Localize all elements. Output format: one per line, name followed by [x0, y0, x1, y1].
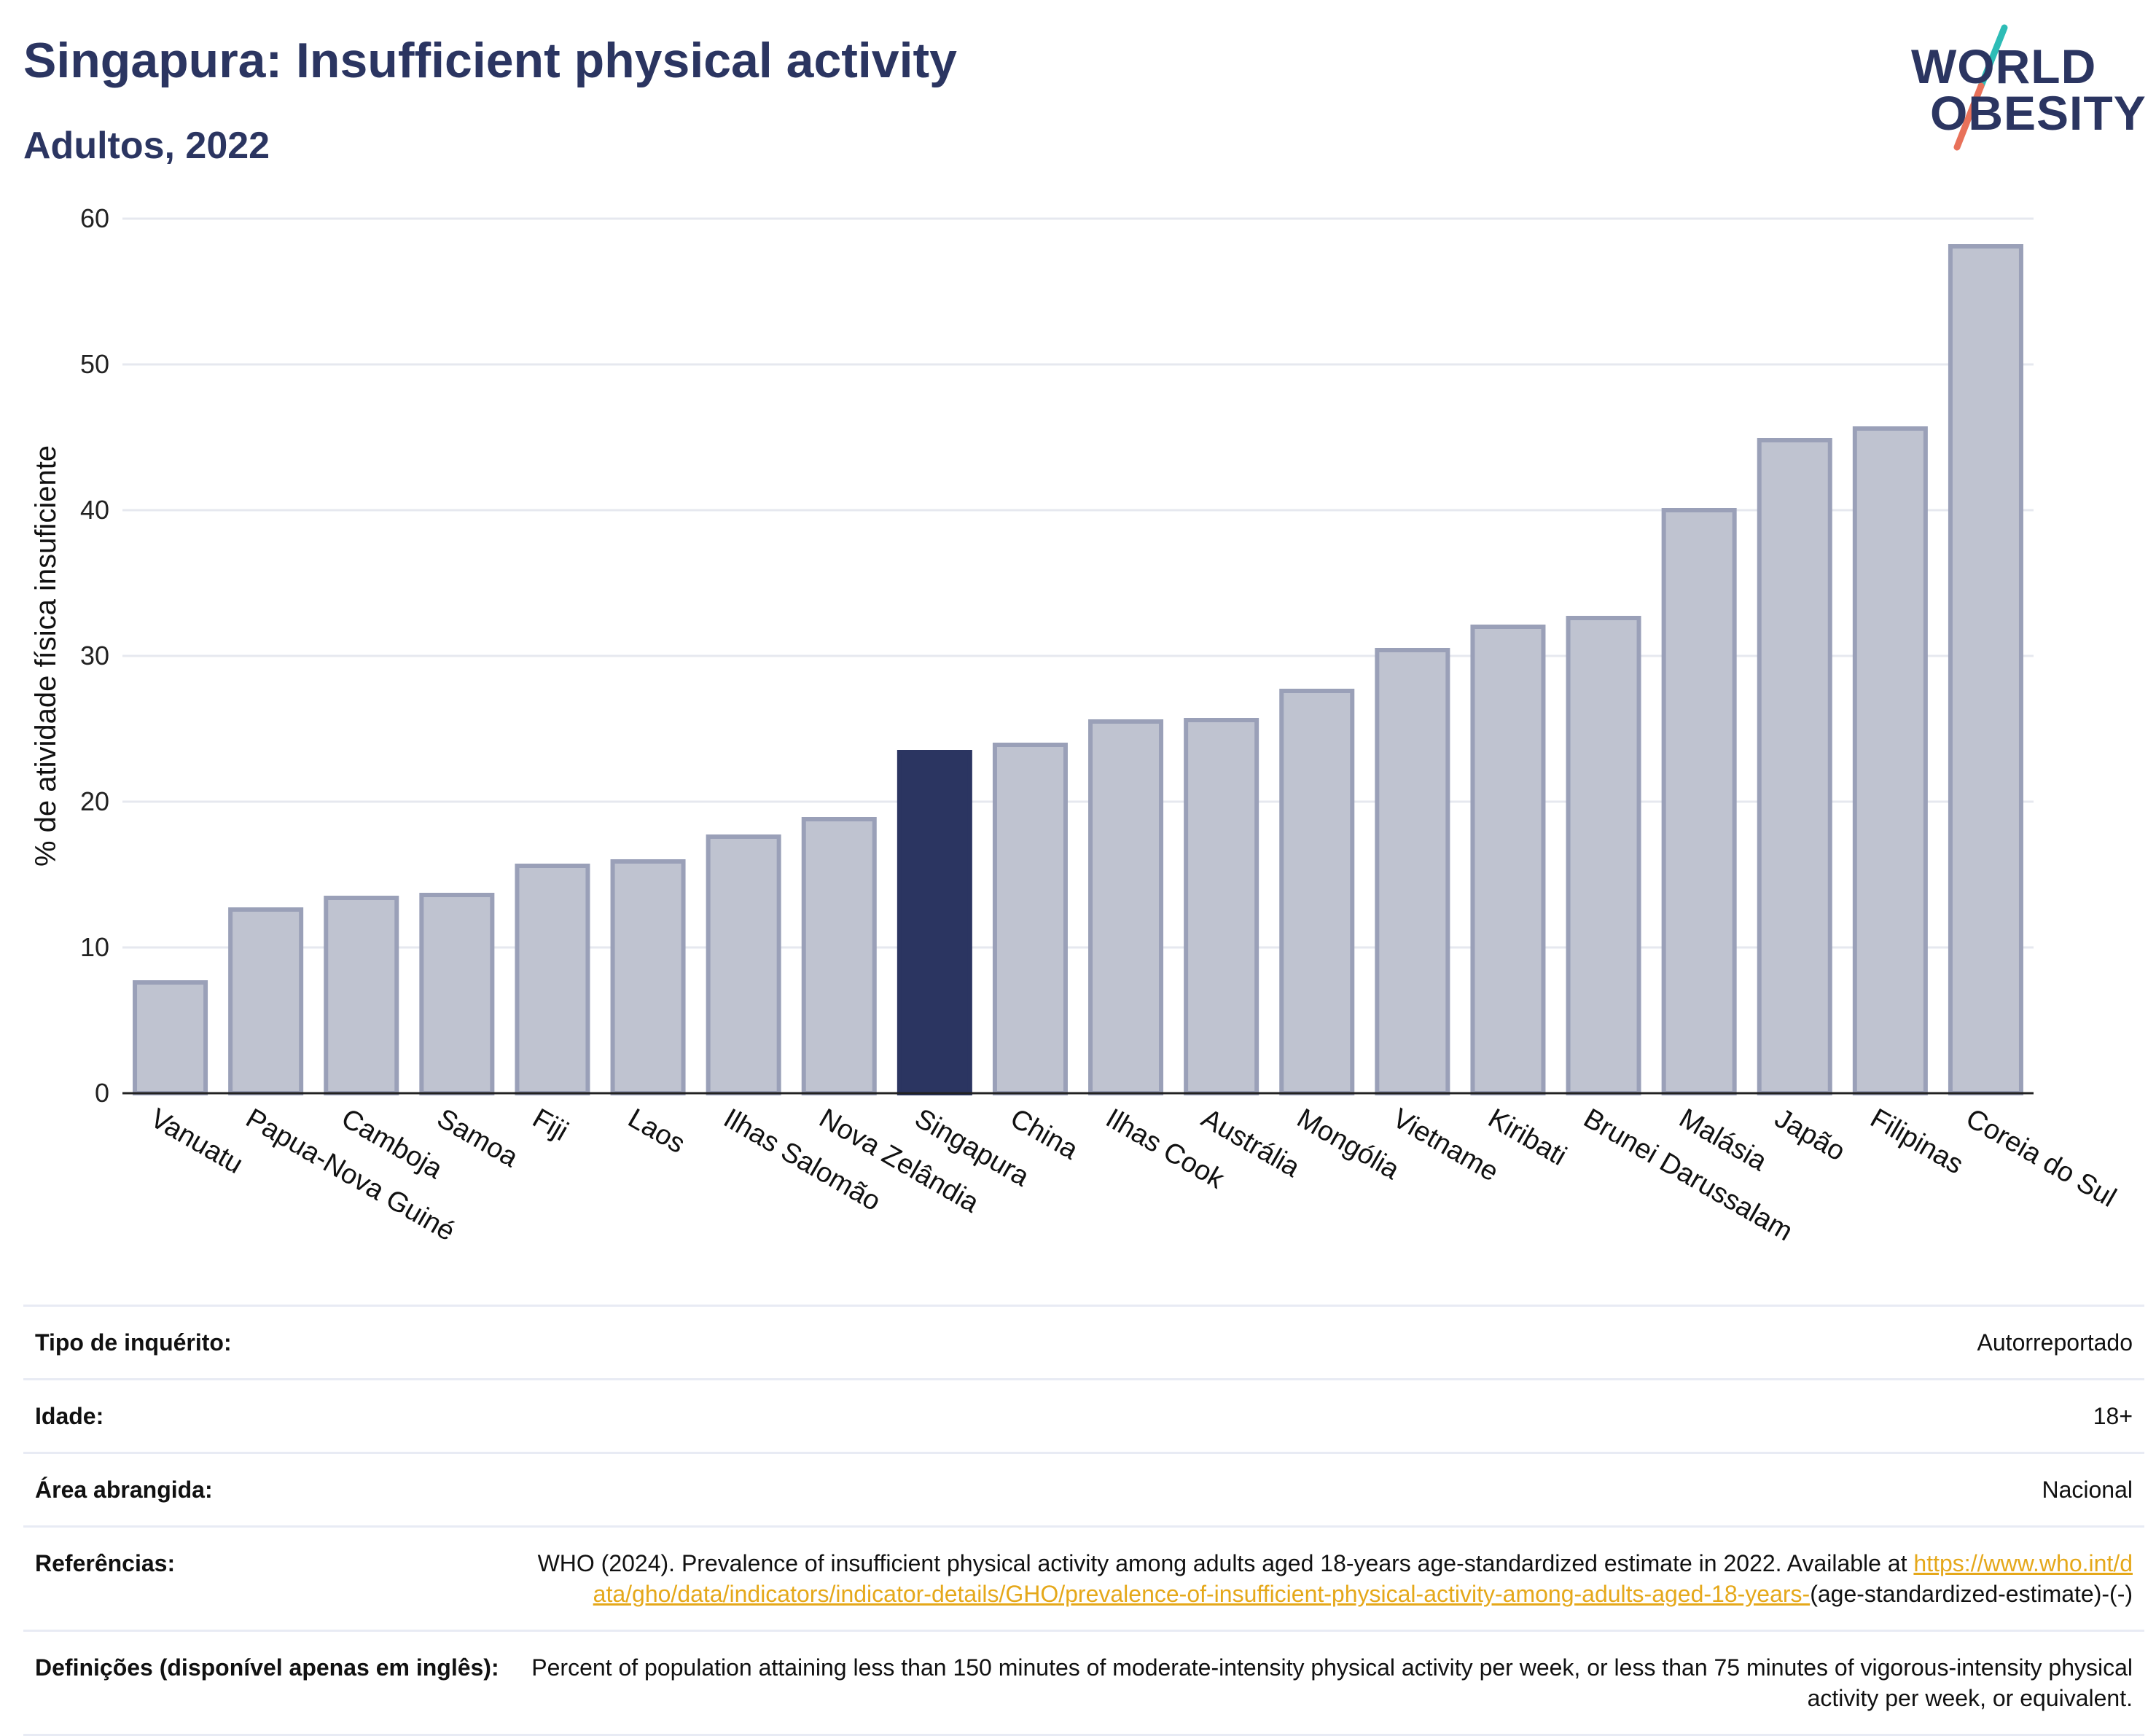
bar-vietname [1375, 648, 1450, 1095]
bar-papua-nova-guiné [228, 907, 304, 1095]
y-axis-title: % de atividade física insuficiente [30, 445, 62, 867]
bar-coreia-do-sul [1948, 244, 2023, 1095]
bar-mongólia [1279, 689, 1355, 1095]
definitions-label: Definições (disponível apenas em inglês)… [35, 1654, 499, 1681]
y-tick-label: 60 [80, 203, 109, 233]
x-tick-label: Japão [1770, 1103, 1851, 1167]
bar-samoa [419, 893, 495, 1095]
bar-camboja [324, 896, 399, 1095]
bar-austrália [1184, 718, 1259, 1095]
bar-kiribati [1470, 625, 1546, 1095]
references-label: Referências: [35, 1550, 176, 1576]
bar-japão [1757, 438, 1832, 1095]
x-tick-label: Vanuatu [145, 1103, 248, 1180]
world-obesity-logo: WORLD OBESITY [1895, 22, 2146, 153]
bar-ilhas-cook [1088, 719, 1164, 1095]
x-tick-label: Filipinas [1865, 1103, 1969, 1180]
info-row-coverage: Área abrangida: Nacional [23, 1452, 2144, 1525]
references-link[interactable]: https://www.who.int/data/gho/data/indica… [593, 1550, 2133, 1607]
y-tick-label: 0 [95, 1078, 109, 1108]
info-row-survey-type: Tipo de inquérito: Autorreportado [23, 1305, 2144, 1378]
coverage-value: Nacional [2042, 1477, 2133, 1503]
coverage-label: Área abrangida: [35, 1477, 213, 1503]
references-text: WHO (2024). Prevalence of insufficient p… [537, 1550, 1914, 1576]
references-value: WHO (2024). Prevalence of insufficient p… [529, 1548, 2133, 1609]
info-row-definitions: Definições (disponível apenas em inglês)… [23, 1630, 2144, 1736]
x-tick-label: Vietname [1387, 1103, 1503, 1187]
definitions-value: Percent of population attaining less tha… [531, 1654, 2133, 1711]
chart-subtitle: Adultos, 2022 [23, 125, 270, 167]
y-tick-label: 30 [80, 641, 109, 670]
bar-singapura [897, 750, 972, 1095]
grid-lines [122, 217, 2034, 1095]
survey-type-label: Tipo de inquérito: [35, 1329, 232, 1356]
bar-filipinas [1852, 426, 1928, 1095]
logo-line-1: WORLD [1911, 39, 2097, 93]
survey-type-value: Autorreportado [1977, 1329, 2133, 1356]
x-tick-label: Coreia do Sul [1961, 1103, 2121, 1213]
y-tick-label: 10 [80, 932, 109, 962]
bars [133, 244, 2023, 1095]
info-row-age: Idade: 18+ [23, 1378, 2144, 1452]
x-tick-label: Samoa [431, 1103, 523, 1173]
bar-ilhas-salomão [706, 834, 781, 1095]
x-tick-label: Fiji [527, 1103, 573, 1147]
info-row-references: Referências: WHO (2024). Prevalence of i… [23, 1525, 2144, 1630]
bar-fiji [515, 864, 590, 1095]
bar-laos [610, 859, 686, 1095]
y-tick-label: 50 [80, 349, 109, 379]
logo-slash-icon [1953, 24, 2008, 151]
age-value: 18+ [2093, 1403, 2133, 1429]
x-tick-label: Ilhas Salomão [719, 1103, 886, 1217]
x-tick-label: Nova Zelândia [814, 1103, 985, 1219]
y-tick-label: 20 [80, 786, 109, 816]
references-suffix: (age-standardized-estimate)-(-) [1810, 1581, 2133, 1607]
info-table: Tipo de inquérito: Autorreportado Idade:… [23, 1305, 2144, 1736]
x-tick-label: Laos [623, 1103, 690, 1160]
logo-line-2: OBESITY [1930, 86, 2147, 140]
bar-china [992, 743, 1068, 1095]
y-axis-ticks: 0 10 20 30 40 50 60 [80, 203, 109, 1108]
chart-title: Singapura: Insufficient physical activit… [23, 33, 957, 88]
bar-malásia [1661, 508, 1737, 1095]
bar-vanuatu [133, 980, 208, 1095]
bar-nova-zelândia [801, 817, 877, 1095]
x-tick-label: Mongólia [1292, 1103, 1405, 1186]
age-label: Idade: [35, 1403, 104, 1429]
bar-brunei-darussalam [1566, 616, 1641, 1095]
y-tick-label: 40 [80, 495, 109, 525]
